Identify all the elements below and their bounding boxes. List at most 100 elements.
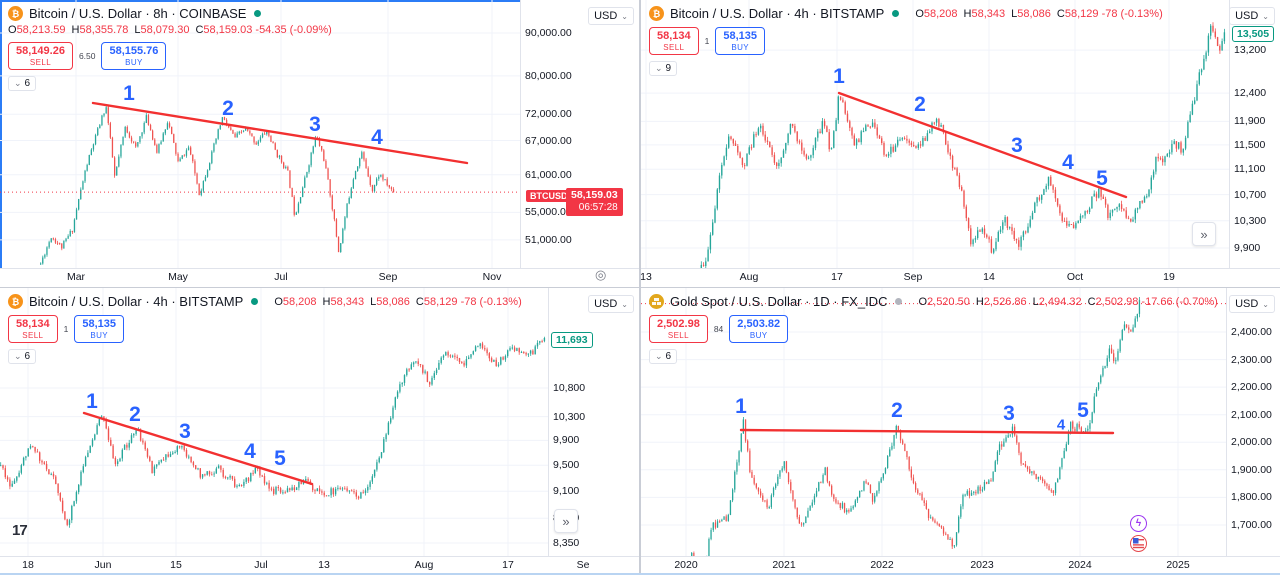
chevron-down-icon: ⌄ <box>655 350 663 361</box>
y-axis-label: 13,200 <box>1234 44 1267 57</box>
sell-button[interactable]: 58,134 SELL <box>8 315 58 343</box>
ohlc-readout: O58,213.59 H58,355.78 L58,079.30 C58,159.03… <box>8 24 332 36</box>
wave-count-label: 3 <box>179 420 191 443</box>
y-axis-label: 61,000.00 <box>525 168 572 181</box>
trendline-drawing[interactable] <box>739 428 1115 435</box>
time-axis[interactable] <box>641 556 1280 575</box>
price-axis[interactable] <box>520 0 639 268</box>
legend-count: 6 <box>24 77 31 89</box>
x-axis-label: Sep <box>378 271 398 283</box>
chart-header: ₿ Bitcoin / U.S. Dollar · 8h · COINBASE … <box>8 6 332 91</box>
x-axis-label: 17 <box>831 271 843 283</box>
scroll-to-recent-button[interactable]: » <box>1192 222 1216 246</box>
legend-toggle[interactable]: ⌄ 6 <box>649 348 678 364</box>
current-price-badge: 58,159.03 06:57:28 <box>566 188 623 216</box>
time-axis[interactable] <box>0 556 639 575</box>
y-axis-label: 67,000.00 <box>525 134 572 147</box>
y-axis-label: 2,100.00 <box>1231 408 1272 421</box>
chart-header: ₿ Bitcoin / U.S. Dollar · 4h · BITSTAMP … <box>649 6 1163 76</box>
currency-dropdown[interactable]: USD ⌄ <box>1229 295 1275 313</box>
chevron-down-icon: ⌄ <box>14 350 22 361</box>
chart-panel-xauusd-fxidc[interactable]: Gold Spot / U.S. Dollar · 1D · FX_IDC O2… <box>641 288 1280 575</box>
buy-button[interactable]: 58,155.76 BUY <box>101 42 167 70</box>
x-axis-label: 2020 <box>674 559 698 571</box>
buy-button[interactable]: 2,503.82 BUY <box>729 315 789 343</box>
chevron-down-icon: ⌄ <box>655 62 663 73</box>
spread-value: 6.50 <box>78 50 96 61</box>
price-axis[interactable] <box>1226 288 1280 556</box>
y-axis-label: 2,400.00 <box>1231 326 1272 338</box>
x-axis-label: 15 <box>170 559 182 571</box>
price-chart-plot[interactable] <box>641 0 1229 280</box>
x-axis-label: 14 <box>983 271 995 283</box>
market-open-dot <box>892 10 900 17</box>
scroll-to-recent-button[interactable]: » <box>554 509 578 533</box>
chart-panel-btcusd-coinbase[interactable]: ₿ Bitcoin / U.S. Dollar · 8h · COINBASE … <box>0 0 639 287</box>
x-axis-label: 17 <box>502 559 514 571</box>
x-axis-label: 2023 <box>970 559 994 571</box>
caret-down-icon: ⌄ <box>1262 299 1269 309</box>
spread-value: 84 <box>713 323 724 334</box>
x-axis-label: 2022 <box>870 559 894 571</box>
y-axis-label: 1,800.00 <box>1231 491 1272 504</box>
y-axis-label: 2,200.00 <box>1231 381 1272 394</box>
wave-count-label: 3 <box>1003 402 1015 425</box>
wave-count-label: 2 <box>914 93 926 116</box>
economic-events-flag-icon[interactable] <box>1130 535 1147 552</box>
x-axis-label: Sep <box>903 271 923 283</box>
current-price-badge: 11,693 <box>551 332 593 349</box>
price-axis[interactable] <box>1229 0 1280 268</box>
price-chart-plot[interactable] <box>0 288 584 561</box>
currency-dropdown[interactable]: USD ⌄ <box>588 7 634 25</box>
wave-count-label: 5 <box>1096 167 1108 190</box>
bitcoin-icon: ₿ <box>8 6 23 21</box>
sell-button[interactable]: 2,502.98 SELL <box>649 315 708 343</box>
time-axis[interactable] <box>641 268 1280 287</box>
currency-dropdown[interactable]: USD ⌄ <box>1229 7 1275 25</box>
wave-count-label: 1 <box>735 395 747 418</box>
trendline-drawing[interactable] <box>837 91 1128 199</box>
bar-countdown: 06:57:28 <box>578 202 618 214</box>
wave-count-label: 2 <box>129 403 141 426</box>
wave-count-label: 3 <box>1011 134 1023 157</box>
spread-value: 1 <box>704 35 710 46</box>
x-axis-label: 13 <box>641 271 652 283</box>
currency-dropdown[interactable]: USD ⌄ <box>588 295 634 313</box>
y-axis-label: 55,000.00 <box>525 206 572 219</box>
y-axis-label: 72,000.00 <box>525 108 572 121</box>
symbol-title[interactable]: Gold Spot / U.S. Dollar · 1D · FX_IDC <box>670 294 888 309</box>
y-axis-label: 11,900 <box>1234 115 1266 128</box>
lightning-event-icon[interactable]: ϟ <box>1130 515 1147 532</box>
y-axis-label: 9,900 <box>553 434 580 447</box>
caret-down-icon: ⌄ <box>621 299 628 309</box>
sell-button[interactable]: 58,134 SELL <box>649 27 699 55</box>
current-price-badge: 13,505 <box>1232 26 1275 43</box>
x-axis-label: Aug <box>739 271 759 283</box>
symbol-title[interactable]: Bitcoin / U.S. Dollar · 8h · COINBASE <box>29 6 247 21</box>
x-axis-label: Se <box>576 559 590 571</box>
wave-count-label: 1 <box>833 65 845 88</box>
y-axis-label: 1,900.00 <box>1231 463 1272 476</box>
buy-button[interactable]: 58,135 BUY <box>74 315 125 343</box>
buy-button[interactable]: 58,135 BUY <box>715 27 766 55</box>
symbol-title[interactable]: Bitcoin / U.S. Dollar · 4h · BITSTAMP <box>29 294 244 309</box>
price-chart-plot[interactable] <box>641 288 1226 575</box>
tradingview-logo[interactable]: 17 <box>12 522 28 539</box>
bitcoin-icon: ₿ <box>8 294 23 309</box>
legend-toggle[interactable]: ⌄ 6 <box>8 75 37 91</box>
scales-settings-icon[interactable]: ◎ <box>595 267 607 282</box>
x-axis-label: Jul <box>254 559 268 571</box>
chart-panel-btcusd-bitstamp-bottom[interactable]: ₿ Bitcoin / U.S. Dollar · 4h · BITSTAMP … <box>0 288 639 575</box>
chart-panel-btcusd-bitstamp-top[interactable]: ₿ Bitcoin / U.S. Dollar · 4h · BITSTAMP … <box>641 0 1280 287</box>
trendline-drawing[interactable] <box>82 411 314 486</box>
trendline-drawing[interactable] <box>91 101 469 165</box>
x-axis-label: 2025 <box>1166 559 1190 571</box>
legend-toggle[interactable]: ⌄ 9 <box>649 60 678 76</box>
symbol-title[interactable]: Bitcoin / U.S. Dollar · 4h · BITSTAMP <box>670 6 885 21</box>
legend-toggle[interactable]: ⌄ 6 <box>8 348 37 364</box>
price-chart-plot[interactable] <box>0 0 520 273</box>
time-axis[interactable] <box>0 268 639 287</box>
x-axis-label: 2024 <box>1068 559 1092 571</box>
y-axis-label: 2,300.00 <box>1231 353 1272 366</box>
sell-button[interactable]: 58,149.26 SELL <box>8 42 73 70</box>
